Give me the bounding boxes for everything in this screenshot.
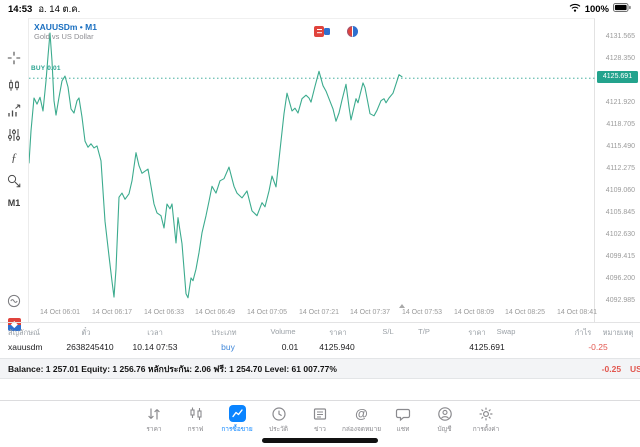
price-axis[interactable]: 4125.691 4131.5654128.3504125.1354121.92… <box>595 18 640 322</box>
cell-symbol: xauusdm <box>8 342 43 352</box>
price-axis-label: 4121.920 <box>605 99 635 106</box>
price-axis-label: 4092.985 <box>605 297 635 304</box>
status-date: อ. 14 ต.ค. <box>38 3 81 15</box>
column-header: ราคา <box>468 328 486 337</box>
chat-bubble-icon <box>395 405 411 422</box>
chart-toolbar: ƒ M1 <box>0 18 28 331</box>
one-click-trading-icon[interactable] <box>0 318 28 331</box>
current-price-badge: 4125.691 <box>597 70 638 83</box>
chart-mode-icon[interactable] <box>0 294 28 308</box>
tab-settings[interactable]: การตั้งค่า <box>466 405 506 434</box>
sell-buy-widget-icon[interactable] <box>314 26 330 37</box>
time-axis-label: 14 Oct 08:09 <box>453 309 495 316</box>
market-depth-icon[interactable] <box>0 104 28 118</box>
settings-gear-icon <box>478 405 494 422</box>
time-axis-label: 14 Oct 06:49 <box>194 309 236 316</box>
trade-chart-icon <box>228 405 246 422</box>
time-axis-label: 14 Oct 07:05 <box>246 309 288 316</box>
column-header: Swap <box>496 327 516 336</box>
time-axis-label: 14 Oct 07:21 <box>298 309 340 316</box>
price-axis-label: 4131.565 <box>605 33 635 40</box>
time-axis-label: 14 Oct 08:41 <box>556 309 598 316</box>
price-axis-label: 4112.275 <box>606 165 635 172</box>
column-header: หมายเหตุ <box>602 328 634 337</box>
price-axis-label: 4128.350 <box>605 55 635 62</box>
cell-type: buy <box>221 342 235 352</box>
history-clock-icon <box>271 405 287 422</box>
time-axis-label: 14 Oct 06:01 <box>39 309 81 316</box>
timeframe-button[interactable]: M1 <box>7 198 21 208</box>
column-header: T/P <box>418 327 430 336</box>
price-axis-label: 4118.705 <box>606 121 635 128</box>
clock-time: 14:53 <box>8 3 33 15</box>
account-summary-bar: Balance: 1 257.01 Equity: 1 256.76 หลักป… <box>0 358 640 379</box>
objects-icon[interactable] <box>0 174 28 188</box>
tab-news[interactable]: ข่าว <box>300 405 340 434</box>
cell-profit: -0.25 <box>588 342 608 352</box>
functions-icon[interactable]: ƒ <box>11 150 17 164</box>
price-axis-label: 4105.845 <box>605 209 635 216</box>
tab-account[interactable]: บัญชี <box>425 405 465 434</box>
time-axis-label: 14 Oct 06:17 <box>91 309 133 316</box>
mailbox-at-icon: @ <box>355 406 368 421</box>
column-header: กำไร <box>574 328 592 337</box>
column-header: สัญลักษณ์ <box>8 328 41 337</box>
cell-ticket: 2638245410 <box>66 342 114 352</box>
price-axis-label: 4096.200 <box>605 275 635 282</box>
price-axis-label: 4102.630 <box>605 231 635 238</box>
buy-position-label: BUY 0.01 <box>31 65 61 72</box>
price-line-series <box>29 32 403 299</box>
battery-percent: 100% <box>584 3 609 15</box>
time-axis-label: 14 Oct 08:25 <box>504 309 546 316</box>
wifi-icon <box>569 3 581 15</box>
chart-symbol-title[interactable]: XAUUSDm • M1 <box>34 22 97 32</box>
trades-table-header: สัญลักษณ์ ตั๋ว เวลา ประเภท Volume ราคา S/L T/P ร… <box>0 322 640 338</box>
tab-chat[interactable]: แชท <box>383 405 423 434</box>
column-header: ราคา <box>329 328 347 337</box>
chart-symbol-description: Gold vs US Dollar <box>34 32 94 41</box>
tab-mailbox[interactable]: @ กล่องจดหมาย <box>341 406 382 433</box>
price-axis-label: 4109.060 <box>605 187 635 194</box>
home-indicator[interactable] <box>262 438 378 443</box>
cell-time: 10.14 07:53 <box>132 342 178 352</box>
column-header: S/L <box>382 327 394 336</box>
price-chart[interactable] <box>29 19 596 323</box>
time-axis-label: 14 Oct 07:37 <box>349 309 391 316</box>
cell-volume: 0.01 <box>281 342 299 352</box>
floating-profit: -0.25 <box>601 363 622 374</box>
column-header: Volume <box>270 327 296 336</box>
current-bar-marker-icon <box>399 304 405 308</box>
quotes-arrows-icon <box>146 405 162 422</box>
column-header: ตั๋ว <box>81 328 91 337</box>
news-icon <box>312 405 328 422</box>
tab-history[interactable]: ประวัติ <box>259 405 299 434</box>
bottom-nav-bar: ราคา กราฟ การซื้อขาย ประวัติ ข่าว @ กล่อ… <box>0 400 640 447</box>
account-currency: USD <box>630 363 640 374</box>
column-header: ประเภท <box>211 328 237 337</box>
cell-open-price: 4125.940 <box>319 342 355 352</box>
account-balance-summary: Balance: 1 257.01 Equity: 1 256.76 หลักป… <box>8 363 337 374</box>
time-axis[interactable]: 14 Oct 06:01 14 Oct 06:17 14 Oct 06:33 14 O… <box>28 304 597 321</box>
price-axis-label: 4115.490 <box>606 143 635 150</box>
status-bar: 14:53 อ. 14 ต.ค. 100% <box>0 0 640 18</box>
cell-current-price: 4125.691 <box>469 342 505 352</box>
quick-trade-dial-icon[interactable] <box>347 26 358 37</box>
account-person-icon <box>437 405 453 422</box>
open-position-row[interactable]: xauusdm 2638245410 10.14 07:53 buy 0.01 4125.… <box>0 337 640 357</box>
candlestick-chart-icon <box>188 405 204 422</box>
crosshair-icon[interactable] <box>0 51 28 65</box>
time-axis-label: 14 Oct 07:53 <box>401 309 443 316</box>
tab-quotes[interactable]: ราคา <box>134 405 174 434</box>
column-header: เวลา <box>147 328 163 337</box>
battery-icon <box>613 3 632 15</box>
tab-chart[interactable]: กราฟ <box>176 405 216 434</box>
time-axis-label: 14 Oct 06:33 <box>143 309 185 316</box>
price-axis-label: 4099.415 <box>605 253 635 260</box>
tab-trade[interactable]: การซื้อขาย <box>217 405 257 434</box>
chart-type-candles-icon[interactable] <box>0 79 28 93</box>
chart-area[interactable]: XAUUSDm • M1 Gold vs US Dollar BUY 0.01 <box>28 18 596 323</box>
indicators-icon[interactable] <box>0 128 28 142</box>
